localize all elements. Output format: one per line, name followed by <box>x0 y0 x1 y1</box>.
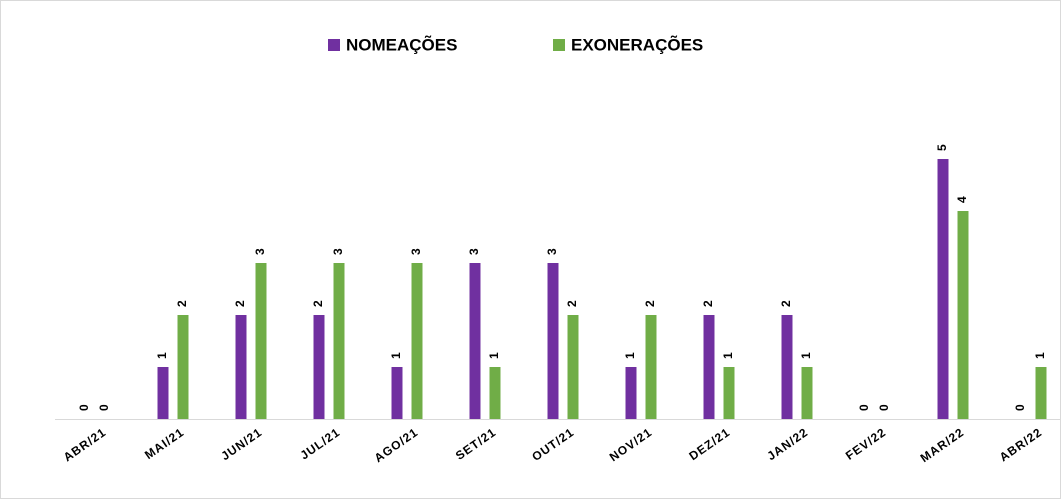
data-label: 0 <box>97 404 111 411</box>
data-label: 2 <box>643 300 657 307</box>
bar <box>333 263 345 419</box>
data-label: 3 <box>409 248 423 255</box>
data-label: 2 <box>779 300 793 307</box>
data-label: 4 <box>955 196 969 203</box>
legend-label: EXONERAÇÕES <box>571 34 703 54</box>
data-label: 0 <box>877 404 891 411</box>
legend-swatch <box>553 39 565 51</box>
data-label: 3 <box>331 248 345 255</box>
bar <box>255 263 267 419</box>
bar <box>781 315 793 419</box>
bar <box>547 263 559 419</box>
bar <box>723 367 735 419</box>
data-label: 2 <box>311 300 325 307</box>
data-label: 0 <box>77 404 91 411</box>
bar <box>469 263 481 419</box>
bar <box>645 315 657 419</box>
data-label: 3 <box>467 248 481 255</box>
data-label: 3 <box>545 248 559 255</box>
data-label: 1 <box>623 352 637 359</box>
bar <box>157 367 169 419</box>
data-label: 2 <box>565 300 579 307</box>
bar <box>957 211 969 419</box>
bar <box>235 315 247 419</box>
data-label: 2 <box>175 300 189 307</box>
legend-label: NOMEAÇÕES <box>346 34 457 54</box>
data-label: 1 <box>1033 352 1047 359</box>
data-label: 1 <box>487 352 501 359</box>
bar <box>411 263 423 419</box>
data-label: 2 <box>701 300 715 307</box>
data-label: 0 <box>857 404 871 411</box>
bar <box>1035 367 1047 419</box>
bar <box>937 159 949 419</box>
data-label: 1 <box>389 352 403 359</box>
bar <box>801 367 813 419</box>
data-label: 1 <box>721 352 735 359</box>
bar <box>313 315 325 419</box>
data-label: 3 <box>253 248 267 255</box>
bar <box>567 315 579 419</box>
data-label: 2 <box>233 300 247 307</box>
data-label: 5 <box>935 144 949 151</box>
data-label: 1 <box>155 352 169 359</box>
bar <box>177 315 189 419</box>
bar <box>703 315 715 419</box>
data-label: 1 <box>799 352 813 359</box>
bar <box>625 367 637 419</box>
bar <box>391 367 403 419</box>
legend-swatch <box>328 39 340 51</box>
bar <box>489 367 501 419</box>
data-label: 0 <box>1013 404 1027 411</box>
